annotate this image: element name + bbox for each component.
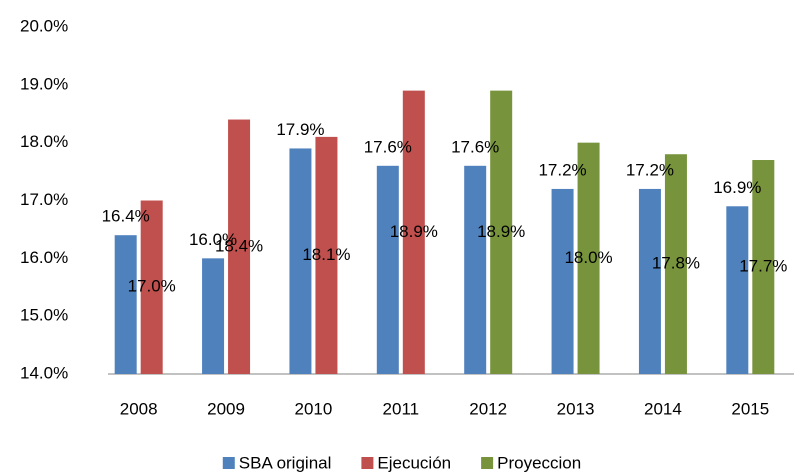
- y-tick-label: 15.0%: [20, 306, 68, 325]
- y-tick-label: 17.0%: [20, 190, 68, 209]
- data-label: 17.9%: [276, 120, 324, 139]
- legend-label: Proyeccion: [497, 453, 581, 472]
- bar: [402, 90, 425, 374]
- data-label: 18.9%: [390, 222, 438, 241]
- x-tick-label: 2014: [644, 399, 682, 418]
- x-tick-label: 2011: [383, 399, 420, 418]
- bar: [202, 258, 225, 374]
- bar: [376, 165, 399, 374]
- y-tick-label: 20.0%: [20, 16, 68, 35]
- legend-label: Ejecución: [377, 453, 451, 472]
- bar: [315, 136, 338, 374]
- data-label: 18.0%: [564, 248, 612, 267]
- y-tick-label: 14.0%: [20, 363, 68, 382]
- data-label: 17.2%: [538, 160, 586, 179]
- data-label: 16.4%: [102, 207, 150, 226]
- bar: [551, 188, 574, 374]
- bar: [114, 235, 137, 374]
- legend-label: SBA original: [239, 453, 332, 472]
- x-tick-label: 2009: [207, 399, 245, 418]
- y-tick-label: 19.0%: [20, 74, 68, 93]
- data-label: 18.9%: [477, 222, 525, 241]
- x-tick-label: 2008: [120, 399, 158, 418]
- y-tick-label: 18.0%: [20, 132, 68, 151]
- bar: [228, 119, 251, 375]
- legend-swatch: [361, 457, 374, 469]
- data-label: 17.0%: [128, 277, 176, 296]
- x-tick-label: 2010: [295, 399, 333, 418]
- data-label: 17.2%: [626, 160, 674, 179]
- x-tick-label: 2013: [557, 399, 595, 418]
- y-tick-label: 16.0%: [20, 248, 68, 267]
- data-label: 17.8%: [652, 254, 700, 273]
- bar: [289, 148, 312, 374]
- data-label: 17.6%: [451, 137, 499, 156]
- data-label: 16.0%: [189, 230, 237, 249]
- bar: [664, 154, 687, 374]
- data-label: 17.6%: [364, 137, 412, 156]
- legend-swatch: [222, 457, 235, 469]
- bar: [490, 90, 513, 374]
- data-label: 18.1%: [302, 245, 350, 264]
- data-label: 17.7%: [739, 256, 787, 275]
- data-label: 16.9%: [713, 178, 761, 197]
- bar: [577, 142, 600, 374]
- data-label: 18.4%: [215, 236, 263, 255]
- x-tick-label: 2012: [469, 399, 507, 418]
- x-tick-label: 2015: [731, 399, 769, 418]
- legend-swatch: [481, 457, 494, 469]
- bar: [752, 160, 775, 374]
- bar: [464, 165, 487, 374]
- bar: [638, 188, 661, 374]
- bar: [140, 200, 163, 374]
- bar: [726, 206, 749, 374]
